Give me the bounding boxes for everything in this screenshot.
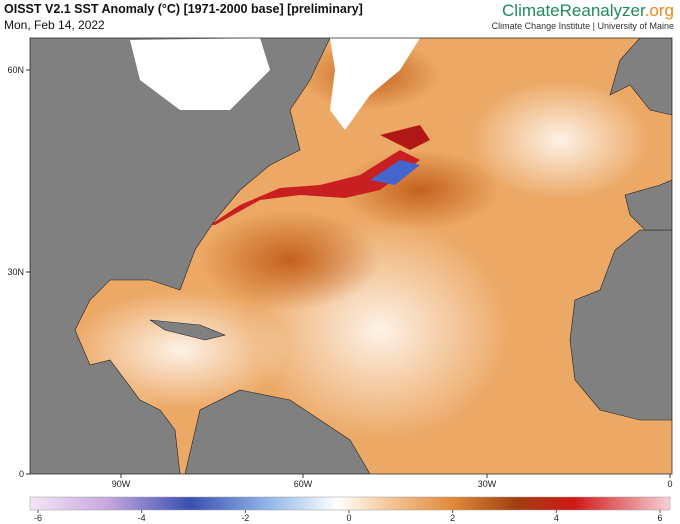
brand[interactable]: ClimateReanalyzer.org — [502, 1, 674, 21]
colorbar-tick-label: 4 — [554, 513, 559, 523]
lon-label: 30W — [478, 479, 497, 489]
map-frame — [29, 37, 673, 475]
colorbar-tick-label: -2 — [241, 513, 249, 523]
colorbar-tick-label: -6 — [34, 513, 42, 523]
colorbar — [29, 496, 671, 511]
lat-label: 60N — [7, 65, 24, 75]
colorbar-tick-label: -4 — [138, 513, 146, 523]
brand-tld[interactable]: .org — [644, 1, 674, 20]
lat-label: 30N — [7, 267, 24, 277]
colorbar-tick-label: 0 — [346, 513, 351, 523]
date: Mon, Feb 14, 2022 — [4, 18, 105, 32]
lat-label: 0 — [19, 469, 24, 479]
colorbar-tick-label: 6 — [657, 513, 662, 523]
map — [30, 38, 672, 474]
brand-name[interactable]: ClimateReanalyzer — [502, 1, 645, 20]
title: OISST V2.1 SST Anomaly (°C) [1971-2000 b… — [4, 2, 363, 16]
brand-subtitle: Climate Change Institute | University of… — [491, 21, 674, 31]
lon-label: 90W — [112, 479, 131, 489]
lon-label: 60W — [294, 479, 313, 489]
lon-label: 0 — [667, 479, 672, 489]
colorbar-tick-label: 2 — [450, 513, 455, 523]
